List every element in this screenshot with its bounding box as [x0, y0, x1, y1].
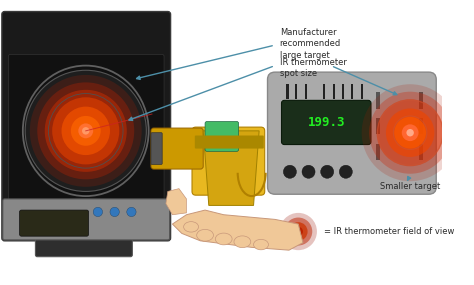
Circle shape	[302, 165, 315, 178]
Ellipse shape	[197, 229, 213, 241]
Circle shape	[52, 97, 119, 164]
Text: = IR thermometer field of view: = IR thermometer field of view	[324, 227, 455, 236]
Bar	[376, 144, 380, 160]
Bar	[314, 84, 317, 99]
Bar	[323, 84, 325, 99]
Polygon shape	[203, 131, 259, 205]
Bar	[419, 118, 423, 134]
Bar	[295, 84, 297, 99]
FancyBboxPatch shape	[19, 210, 89, 236]
Ellipse shape	[234, 236, 251, 248]
Circle shape	[127, 207, 136, 217]
FancyBboxPatch shape	[2, 11, 171, 241]
Circle shape	[83, 128, 89, 134]
Ellipse shape	[183, 222, 199, 232]
Bar	[376, 118, 380, 134]
Circle shape	[320, 165, 334, 178]
Bar	[344, 84, 348, 99]
FancyBboxPatch shape	[151, 133, 162, 164]
Polygon shape	[166, 189, 186, 215]
Circle shape	[37, 82, 134, 179]
Circle shape	[93, 207, 102, 217]
Circle shape	[376, 99, 444, 166]
FancyBboxPatch shape	[9, 54, 164, 203]
Ellipse shape	[215, 233, 232, 245]
Circle shape	[78, 123, 93, 138]
Bar	[286, 84, 289, 99]
Circle shape	[284, 217, 312, 245]
Circle shape	[394, 117, 426, 148]
Circle shape	[25, 70, 146, 192]
Text: Manufacturer
recommended
large target: Manufacturer recommended large target	[280, 28, 341, 60]
Circle shape	[45, 90, 127, 172]
Circle shape	[406, 129, 414, 137]
Bar	[342, 84, 345, 99]
FancyBboxPatch shape	[3, 199, 170, 240]
FancyBboxPatch shape	[205, 121, 238, 151]
FancyBboxPatch shape	[195, 135, 264, 148]
Bar	[419, 92, 423, 109]
Text: 199.3: 199.3	[308, 116, 345, 129]
FancyBboxPatch shape	[267, 72, 436, 194]
FancyBboxPatch shape	[192, 127, 264, 195]
Polygon shape	[173, 210, 303, 250]
Circle shape	[362, 84, 459, 181]
Circle shape	[71, 116, 100, 146]
Circle shape	[386, 109, 434, 157]
FancyBboxPatch shape	[36, 238, 132, 257]
Bar	[361, 84, 363, 99]
Text: Smaller target: Smaller target	[380, 182, 440, 191]
Circle shape	[110, 207, 119, 217]
Circle shape	[339, 165, 352, 178]
FancyBboxPatch shape	[282, 100, 371, 144]
Ellipse shape	[254, 239, 268, 250]
Bar	[419, 144, 423, 160]
Circle shape	[402, 124, 419, 141]
Circle shape	[289, 222, 308, 241]
Bar	[333, 84, 335, 99]
Bar	[314, 84, 319, 99]
Bar	[351, 84, 353, 99]
Circle shape	[283, 165, 296, 178]
Circle shape	[293, 227, 303, 236]
Circle shape	[82, 127, 90, 135]
Circle shape	[280, 213, 317, 250]
Text: IR thermometer
spot size: IR thermometer spot size	[280, 58, 346, 78]
Circle shape	[369, 92, 451, 174]
Bar	[305, 84, 307, 99]
Circle shape	[62, 107, 110, 155]
Bar	[376, 92, 380, 109]
Circle shape	[30, 75, 142, 187]
FancyBboxPatch shape	[151, 128, 203, 169]
